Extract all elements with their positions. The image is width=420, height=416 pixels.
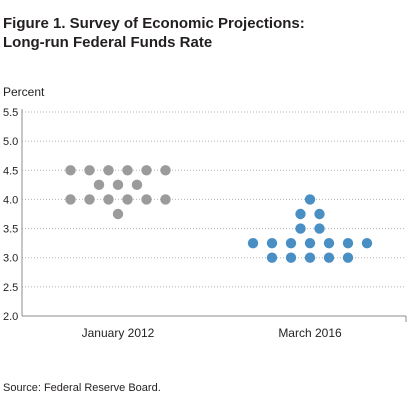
data-point [314, 223, 325, 234]
data-point [285, 252, 297, 263]
data-point [285, 237, 297, 249]
data-point [131, 179, 143, 191]
data-point [323, 237, 335, 249]
data-point [304, 252, 316, 263]
data-point [247, 237, 259, 249]
chart-title-line-2: Long-run Federal Funds Rate [3, 34, 213, 51]
data-point [295, 208, 306, 220]
category-label: March 2016 [278, 326, 342, 340]
data-point [361, 237, 373, 249]
data-point [112, 179, 124, 191]
y-tick-label: 4.0 [3, 194, 18, 206]
data-point [295, 223, 306, 234]
y-tick-label: 3.5 [3, 224, 18, 236]
category-label: January 2012 [82, 326, 155, 340]
data-point [93, 179, 105, 191]
y-axis-label: Percent [3, 85, 45, 99]
data-point [160, 194, 171, 205]
data-point [266, 252, 278, 263]
y-tick-label: 2.0 [3, 311, 18, 323]
data-point [141, 194, 152, 205]
data-point [65, 165, 76, 176]
data-point [65, 194, 76, 205]
data-point [314, 208, 325, 220]
chart-title-line-1: Figure 1. Survey of Economic Projections… [3, 15, 305, 32]
data-point [122, 194, 133, 205]
y-tick-label: 5.5 [3, 107, 18, 119]
data-point [304, 194, 316, 205]
chart-title: Figure 1. Survey of Economic Projections… [3, 14, 305, 52]
source-note: Source: Federal Reserve Board. [3, 382, 161, 394]
data-point [304, 237, 316, 249]
data-point [342, 252, 354, 263]
y-tick-label: 2.5 [3, 282, 18, 294]
y-tick-label: 3.0 [3, 253, 18, 265]
y-tick-label: 5.0 [3, 136, 18, 148]
data-point [160, 165, 171, 176]
data-point [342, 237, 354, 249]
data-point [103, 194, 114, 205]
data-point [323, 252, 335, 263]
data-point [122, 165, 133, 176]
data-point [84, 194, 95, 205]
data-point [84, 165, 95, 176]
data-point [266, 237, 278, 249]
data-point [141, 165, 152, 176]
y-tick-label: 4.5 [3, 165, 18, 177]
data-point [103, 165, 114, 176]
data-point [112, 208, 124, 220]
